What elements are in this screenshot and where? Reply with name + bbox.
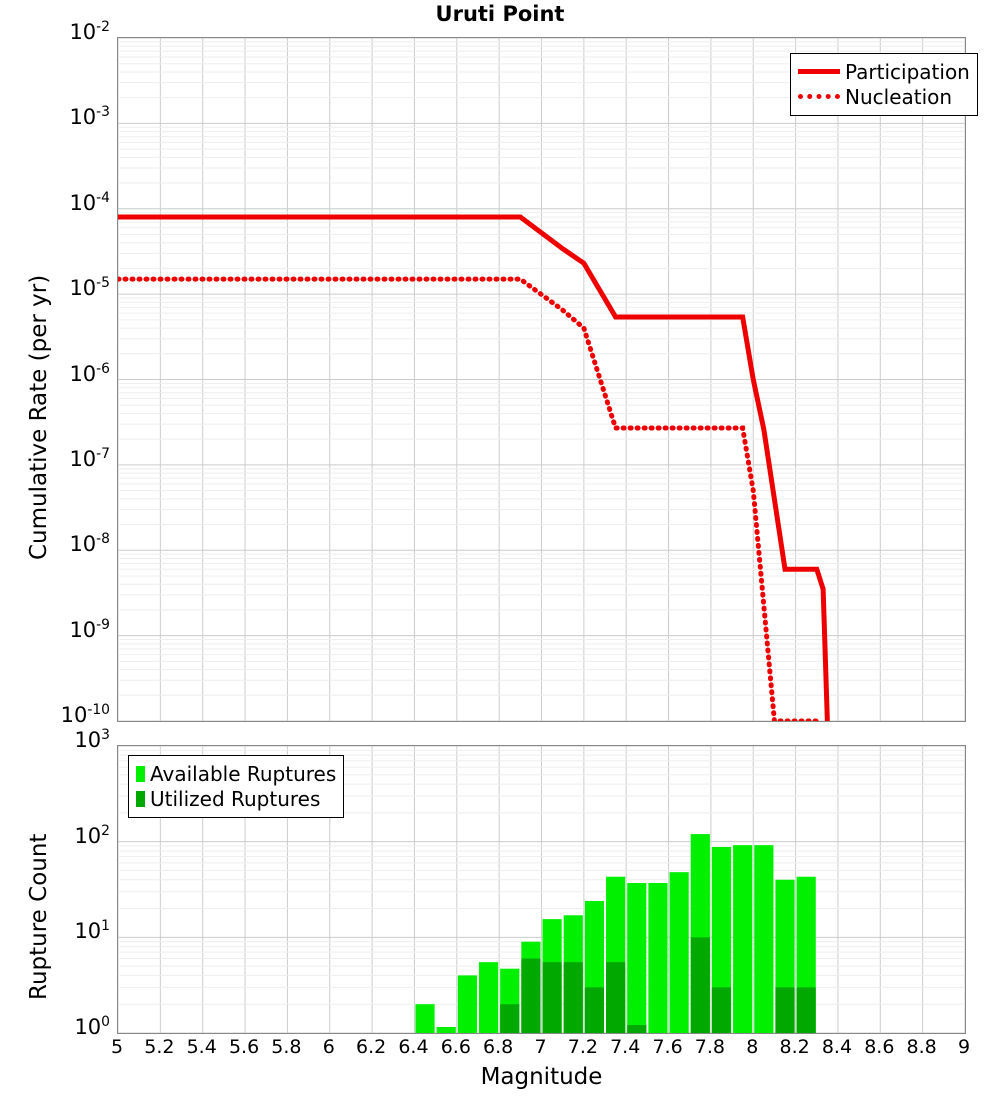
bar-available: [648, 882, 668, 1033]
bar-utilized: [711, 987, 732, 1033]
legend-item-utilized-ruptures: Utilized Ruptures: [136, 786, 336, 811]
bar-available: [669, 872, 689, 1033]
x-tick-7.6: 7.6: [652, 1036, 683, 1058]
bar-available: [754, 845, 774, 1033]
x-tick-5.4: 5.4: [186, 1036, 217, 1058]
x-tick-6: 6: [322, 1036, 335, 1058]
x-tick-6.4: 6.4: [398, 1036, 429, 1058]
nucleation-line-icon: [798, 94, 840, 99]
top-y-axis-label: Cumulative Rate (per yr): [26, 274, 52, 560]
bar-utilized: [606, 962, 626, 1033]
rupture-count-legend: Available Ruptures Utilized Ruptures: [128, 755, 345, 818]
x-tick-7.8: 7.8: [694, 1036, 725, 1058]
top-y-tick--5: 10-5: [69, 275, 110, 301]
bar-utilized: [521, 958, 541, 1033]
legend-label-utilized-ruptures: Utilized Ruptures: [150, 786, 321, 811]
rupture-count-canvas: [118, 746, 965, 1033]
bar-utilized: [775, 987, 795, 1033]
utilized-ruptures-swatch-icon: [136, 790, 145, 807]
top-y-tick--3: 10-3: [69, 104, 110, 130]
bar-available: [627, 882, 647, 1033]
available-ruptures-swatch-icon: [136, 765, 145, 782]
bar-utilized: [627, 1025, 647, 1033]
x-tick-5.2: 5.2: [144, 1036, 175, 1058]
bar-available: [478, 962, 499, 1033]
bar-utilized: [796, 987, 816, 1033]
cumulative-rate-legend: Participation Nucleation: [790, 53, 978, 116]
bar-utilized: [542, 962, 562, 1033]
legend-item-participation: Participation: [798, 59, 970, 84]
x-tick-6.8: 6.8: [483, 1036, 514, 1058]
x-tick-6.2: 6.2: [355, 1036, 387, 1058]
x-axis-label: Magnitude: [480, 1064, 603, 1090]
top-y-tick--4: 10-4: [69, 189, 110, 215]
page-title: Uruti Point: [435, 2, 565, 26]
legend-label-participation: Participation: [845, 59, 970, 84]
bar-utilized: [584, 987, 605, 1033]
bar-utilized: [690, 937, 710, 1033]
bottom-y-tick-0: 100: [74, 1014, 110, 1039]
x-tick-7.4: 7.4: [610, 1036, 641, 1058]
bar-available: [457, 975, 477, 1033]
x-tick-5.6: 5.6: [228, 1036, 260, 1058]
top-y-tick--8: 10-8: [69, 531, 110, 557]
bar-utilized: [563, 962, 583, 1033]
x-tick-5: 5: [110, 1036, 124, 1058]
x-tick-8.8: 8.8: [906, 1036, 937, 1058]
legend-label-available-ruptures: Available Ruptures: [150, 761, 337, 786]
bottom-y-axis-label: Rupture Count: [26, 833, 52, 1000]
bar-utilized: [500, 1004, 520, 1033]
series-participation-line: [118, 214, 830, 721]
bar-available: [711, 846, 732, 1033]
x-tick-7: 7: [534, 1036, 547, 1058]
top-y-tick--9: 10-9: [69, 616, 110, 642]
x-tick-5.8: 5.8: [271, 1036, 302, 1058]
cumulative-rate-canvas: [118, 38, 965, 721]
x-tick-8: 8: [746, 1036, 759, 1058]
legend-item-nucleation: Nucleation: [798, 84, 970, 109]
legend-label-nucleation: Nucleation: [845, 84, 953, 109]
bar-available: [436, 1027, 456, 1033]
bar-available: [415, 1004, 435, 1033]
top-y-tick--7: 10-7: [69, 445, 110, 471]
legend-item-available-ruptures: Available Ruptures: [136, 761, 336, 786]
bottom-y-tick-1: 101: [74, 918, 110, 944]
x-tick-6.6: 6.6: [440, 1036, 471, 1058]
series-nucleation-line: [118, 276, 824, 721]
x-tick-8.2: 8.2: [779, 1036, 810, 1058]
participation-line-icon: [798, 69, 840, 74]
x-tick-8.6: 8.6: [864, 1036, 895, 1058]
x-tick-7.2: 7.2: [567, 1036, 598, 1058]
top-y-tick--6: 10-6: [69, 360, 110, 386]
top-y-tick--2: 10-2: [69, 19, 110, 44]
bottom-y-tick-2: 102: [74, 822, 110, 848]
bottom-y-tick-3: 103: [74, 727, 110, 752]
bar-available: [733, 845, 753, 1033]
cumulative-rate-plot: [117, 37, 966, 722]
x-tick-8.4: 8.4: [821, 1036, 853, 1058]
top-y-tick--10: 10-10: [60, 702, 110, 727]
x-tick-9: 9: [957, 1036, 971, 1058]
